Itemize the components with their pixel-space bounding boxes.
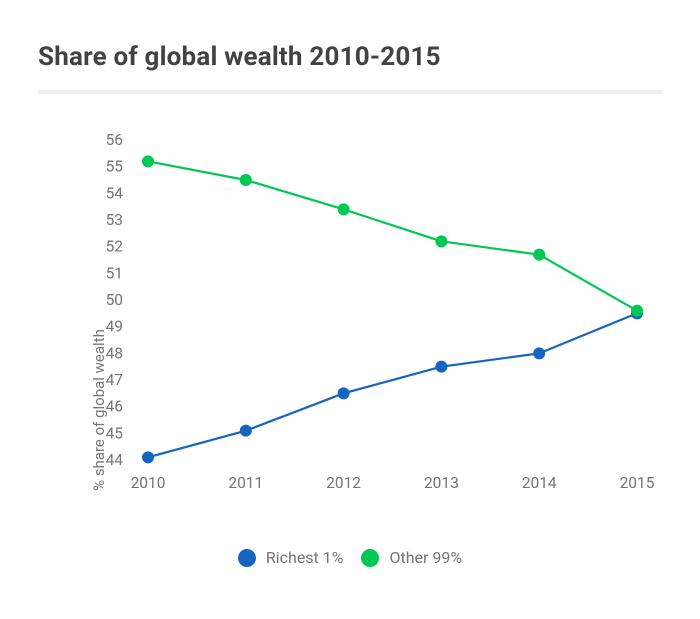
x-tick-label: 2010	[131, 474, 166, 492]
y-tick-label: 46	[106, 398, 123, 416]
y-tick-label: 53	[106, 211, 123, 229]
y-tick-label: 51	[106, 264, 123, 282]
series-marker	[240, 174, 252, 186]
y-tick-label: 54	[106, 184, 124, 202]
y-tick-label: 50	[106, 291, 123, 309]
chart-title: Share of global wealth 2010-2015	[38, 42, 441, 72]
series-marker	[533, 249, 545, 261]
series-marker	[142, 451, 154, 463]
series-marker	[338, 203, 350, 215]
x-tick-label: 2012	[326, 474, 361, 492]
series-marker	[338, 387, 350, 399]
y-tick-label: 56	[106, 131, 123, 149]
legend-label: Richest 1%	[266, 548, 344, 567]
legend-label: Other 99%	[389, 548, 462, 567]
y-tick-label: 48	[106, 344, 123, 362]
series-marker	[435, 235, 447, 247]
series-marker	[631, 305, 643, 317]
y-tick-label: 45	[106, 424, 124, 442]
legend-item: Other 99%	[361, 548, 462, 567]
y-axis-label: % share of global wealth	[90, 280, 108, 540]
y-tick-label: 49	[106, 318, 123, 336]
line-chart-svg: 44 45 46 47 48 49 50 51 52 53 54 55 56 2010 2011 2012 20…	[38, 130, 662, 520]
chart-area: % share of global wealth 444546474849505…	[38, 130, 662, 490]
series-marker	[435, 361, 447, 373]
x-tick-label: 2013	[424, 474, 459, 492]
series-marker	[533, 347, 545, 359]
series-marker	[142, 155, 154, 167]
x-tick-label: 2014	[522, 474, 557, 492]
series-line	[148, 313, 637, 457]
x-tick-label: 2011	[228, 474, 263, 492]
y-tick-label: 52	[106, 238, 124, 256]
title-rule	[38, 90, 662, 94]
legend-swatch	[361, 549, 379, 567]
legend-swatch	[238, 549, 256, 567]
series-line	[148, 161, 637, 310]
y-tick-label: 47	[106, 371, 124, 389]
series-marker	[240, 425, 252, 437]
legend: Richest 1% Other 99%	[0, 548, 700, 567]
x-tick-label: 2015	[620, 474, 655, 492]
y-tick-label: 44	[106, 451, 124, 469]
y-tick-label: 55	[106, 158, 124, 176]
legend-item: Richest 1%	[238, 548, 344, 567]
